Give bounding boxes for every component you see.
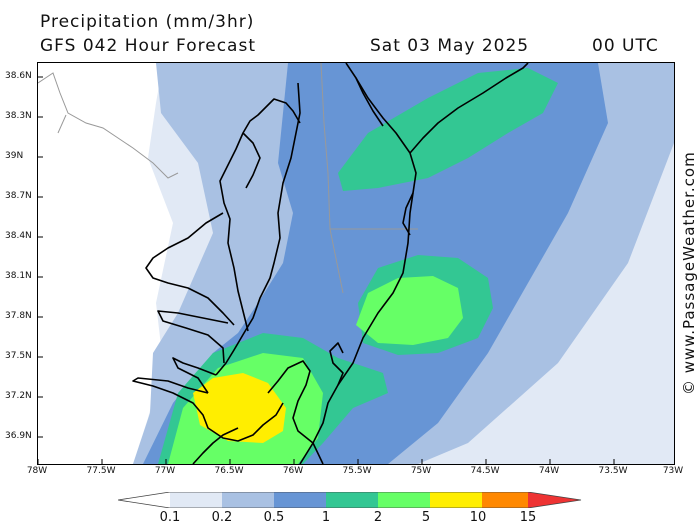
x-ticks	[38, 459, 615, 464]
legend-swatch	[430, 492, 482, 508]
legend-swatch	[170, 492, 222, 508]
lat-label: 38.6N	[5, 71, 32, 81]
forecast-label: GFS 042 Hour Forecast	[40, 36, 256, 56]
lon-label: 78W	[26, 466, 48, 476]
lat-label: 38.3N	[5, 111, 32, 121]
forecast-time: 00 UTC	[592, 36, 659, 56]
lon-label: 74W	[538, 466, 560, 476]
lon-label: 76W	[282, 466, 304, 476]
lat-label: 37.5N	[5, 351, 32, 361]
legend-label: 1	[321, 510, 331, 525]
lon-label: 74.5W	[470, 466, 500, 476]
legend-label: 0.1	[159, 510, 181, 525]
lat-label: 38.7N	[5, 191, 32, 201]
legend-swatch	[222, 492, 274, 508]
legend-label: 0.2	[211, 510, 233, 525]
lat-label: 37.8N	[5, 311, 32, 321]
lon-label: 77.5W	[86, 466, 116, 476]
legend-label: 0.5	[263, 510, 285, 525]
legend-colorbar	[118, 492, 582, 508]
lon-label: 76.5W	[214, 466, 244, 476]
legend-label: 2	[373, 510, 383, 525]
lat-label: 38.4N	[5, 231, 32, 241]
legend-label: 15	[519, 510, 537, 525]
y-ticks	[38, 76, 43, 438]
lat-label: 36.9N	[5, 431, 32, 441]
lat-label: 38.1N	[5, 271, 32, 281]
legend-swatch	[482, 492, 528, 508]
copyright-credit: © www.PassageWeather.com	[680, 151, 698, 395]
lon-label: 75.5W	[342, 466, 372, 476]
lon-label: 75W	[410, 466, 432, 476]
lon-label: 73.5W	[598, 466, 628, 476]
legend-label: 10	[469, 510, 487, 525]
map-canvas	[38, 63, 674, 464]
lat-label: 39N	[5, 151, 24, 161]
lon-label: 77W	[154, 466, 176, 476]
forecast-date: Sat 03 May 2025	[370, 36, 530, 56]
state-borders	[38, 63, 418, 294]
lon-label: 73W	[662, 466, 684, 476]
legend-swatch	[378, 492, 430, 508]
chart-title: Precipitation (mm/3hr)	[40, 12, 255, 32]
legend-swatch-above	[528, 492, 581, 508]
legend-swatch	[274, 492, 326, 508]
legend-swatch	[326, 492, 378, 508]
coastlines	[132, 63, 529, 464]
lat-label: 37.2N	[5, 391, 32, 401]
legend-label: 5	[421, 510, 431, 525]
legend-swatch-below	[118, 492, 170, 508]
precipitation-map	[37, 62, 675, 465]
